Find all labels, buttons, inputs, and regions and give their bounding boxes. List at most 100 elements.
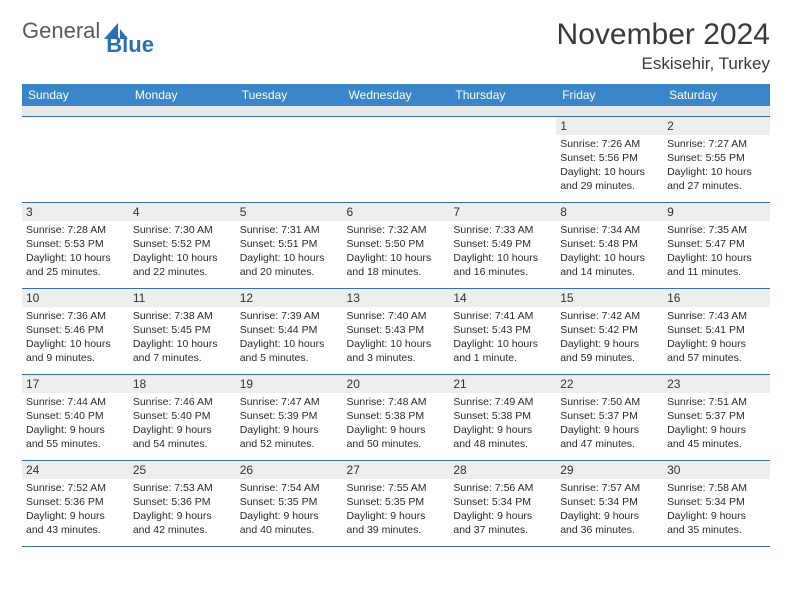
sunset-text: Sunset: 5:34 PM [667,495,766,509]
sunset-text: Sunset: 5:36 PM [26,495,125,509]
day-info: Sunrise: 7:39 AMSunset: 5:44 PMDaylight:… [236,307,343,370]
daylight-text: Daylight: 10 hours and 14 minutes. [560,251,659,279]
dow-wednesday: Wednesday [343,84,450,106]
day-cell: 24Sunrise: 7:52 AMSunset: 5:36 PMDayligh… [22,460,129,546]
day-info: Sunrise: 7:36 AMSunset: 5:46 PMDaylight:… [22,307,129,370]
daylight-text: Daylight: 10 hours and 11 minutes. [667,251,766,279]
sunset-text: Sunset: 5:47 PM [667,237,766,251]
sunrise-text: Sunrise: 7:34 AM [560,223,659,237]
day-number: 3 [22,203,129,221]
day-info: Sunrise: 7:30 AMSunset: 5:52 PMDaylight:… [129,221,236,284]
day-number: 13 [343,289,450,307]
day-number: 9 [663,203,770,221]
day-info: Sunrise: 7:28 AMSunset: 5:53 PMDaylight:… [22,221,129,284]
day-number: 25 [129,461,236,479]
sunrise-text: Sunrise: 7:43 AM [667,309,766,323]
day-number: 6 [343,203,450,221]
sunrise-text: Sunrise: 7:58 AM [667,481,766,495]
day-number: 17 [22,375,129,393]
day-info: Sunrise: 7:31 AMSunset: 5:51 PMDaylight:… [236,221,343,284]
sunset-text: Sunset: 5:53 PM [26,237,125,251]
daylight-text: Daylight: 9 hours and 43 minutes. [26,509,125,537]
sunset-text: Sunset: 5:36 PM [133,495,232,509]
sunrise-text: Sunrise: 7:28 AM [26,223,125,237]
sunset-text: Sunset: 5:51 PM [240,237,339,251]
day-info: Sunrise: 7:58 AMSunset: 5:34 PMDaylight:… [663,479,770,542]
day-cell [22,116,129,202]
day-info: Sunrise: 7:53 AMSunset: 5:36 PMDaylight:… [129,479,236,542]
sunset-text: Sunset: 5:35 PM [347,495,446,509]
day-info: Sunrise: 7:32 AMSunset: 5:50 PMDaylight:… [343,221,450,284]
sunset-text: Sunset: 5:37 PM [560,409,659,423]
day-number: 26 [236,461,343,479]
sunrise-text: Sunrise: 7:39 AM [240,309,339,323]
header: General Blue November 2024 Eskisehir, Tu… [22,18,770,74]
day-cell: 14Sunrise: 7:41 AMSunset: 5:43 PMDayligh… [449,288,556,374]
day-cell: 17Sunrise: 7:44 AMSunset: 5:40 PMDayligh… [22,374,129,460]
sunrise-text: Sunrise: 7:31 AM [240,223,339,237]
day-info: Sunrise: 7:54 AMSunset: 5:35 PMDaylight:… [236,479,343,542]
day-number: 27 [343,461,450,479]
daylight-text: Daylight: 10 hours and 29 minutes. [560,165,659,193]
daylight-text: Daylight: 9 hours and 47 minutes. [560,423,659,451]
day-number: 8 [556,203,663,221]
daylight-text: Daylight: 10 hours and 5 minutes. [240,337,339,365]
week-row: 24Sunrise: 7:52 AMSunset: 5:36 PMDayligh… [22,460,770,546]
day-info: Sunrise: 7:33 AMSunset: 5:49 PMDaylight:… [449,221,556,284]
day-cell: 1Sunrise: 7:26 AMSunset: 5:56 PMDaylight… [556,116,663,202]
day-number: 20 [343,375,450,393]
daylight-text: Daylight: 9 hours and 36 minutes. [560,509,659,537]
day-info: Sunrise: 7:57 AMSunset: 5:34 PMDaylight:… [556,479,663,542]
day-cell: 9Sunrise: 7:35 AMSunset: 5:47 PMDaylight… [663,202,770,288]
daylight-text: Daylight: 9 hours and 35 minutes. [667,509,766,537]
day-cell: 19Sunrise: 7:47 AMSunset: 5:39 PMDayligh… [236,374,343,460]
sunrise-text: Sunrise: 7:42 AM [560,309,659,323]
day-number: 1 [556,117,663,135]
sunrise-text: Sunrise: 7:57 AM [560,481,659,495]
sunset-text: Sunset: 5:49 PM [453,237,552,251]
day-number: 30 [663,461,770,479]
daylight-text: Daylight: 9 hours and 37 minutes. [453,509,552,537]
sunset-text: Sunset: 5:44 PM [240,323,339,337]
daylight-text: Daylight: 10 hours and 27 minutes. [667,165,766,193]
sunset-text: Sunset: 5:38 PM [453,409,552,423]
calendar-page: General Blue November 2024 Eskisehir, Tu… [0,0,792,557]
sunset-text: Sunset: 5:40 PM [26,409,125,423]
day-cell: 18Sunrise: 7:46 AMSunset: 5:40 PMDayligh… [129,374,236,460]
sunrise-text: Sunrise: 7:30 AM [133,223,232,237]
day-info: Sunrise: 7:49 AMSunset: 5:38 PMDaylight:… [449,393,556,456]
sunrise-text: Sunrise: 7:47 AM [240,395,339,409]
sunrise-text: Sunrise: 7:40 AM [347,309,446,323]
sunrise-text: Sunrise: 7:41 AM [453,309,552,323]
week-row: 17Sunrise: 7:44 AMSunset: 5:40 PMDayligh… [22,374,770,460]
daylight-text: Daylight: 10 hours and 18 minutes. [347,251,446,279]
day-number: 5 [236,203,343,221]
day-cell: 25Sunrise: 7:53 AMSunset: 5:36 PMDayligh… [129,460,236,546]
day-cell: 3Sunrise: 7:28 AMSunset: 5:53 PMDaylight… [22,202,129,288]
day-cell: 13Sunrise: 7:40 AMSunset: 5:43 PMDayligh… [343,288,450,374]
day-number: 4 [129,203,236,221]
sunrise-text: Sunrise: 7:55 AM [347,481,446,495]
sunset-text: Sunset: 5:45 PM [133,323,232,337]
daylight-text: Daylight: 9 hours and 54 minutes. [133,423,232,451]
day-cell [449,116,556,202]
sunrise-text: Sunrise: 7:33 AM [453,223,552,237]
day-number: 23 [663,375,770,393]
sunset-text: Sunset: 5:42 PM [560,323,659,337]
sunrise-text: Sunrise: 7:44 AM [26,395,125,409]
dow-saturday: Saturday [663,84,770,106]
daylight-text: Daylight: 10 hours and 7 minutes. [133,337,232,365]
logo: General Blue [22,18,154,44]
sunset-text: Sunset: 5:43 PM [347,323,446,337]
sunrise-text: Sunrise: 7:49 AM [453,395,552,409]
sunset-text: Sunset: 5:41 PM [667,323,766,337]
sunrise-text: Sunrise: 7:53 AM [133,481,232,495]
sunrise-text: Sunrise: 7:27 AM [667,137,766,151]
week-row: 10Sunrise: 7:36 AMSunset: 5:46 PMDayligh… [22,288,770,374]
daylight-text: Daylight: 9 hours and 52 minutes. [240,423,339,451]
day-cell: 28Sunrise: 7:56 AMSunset: 5:34 PMDayligh… [449,460,556,546]
sunset-text: Sunset: 5:40 PM [133,409,232,423]
day-cell: 27Sunrise: 7:55 AMSunset: 5:35 PMDayligh… [343,460,450,546]
day-cell: 21Sunrise: 7:49 AMSunset: 5:38 PMDayligh… [449,374,556,460]
day-cell: 4Sunrise: 7:30 AMSunset: 5:52 PMDaylight… [129,202,236,288]
